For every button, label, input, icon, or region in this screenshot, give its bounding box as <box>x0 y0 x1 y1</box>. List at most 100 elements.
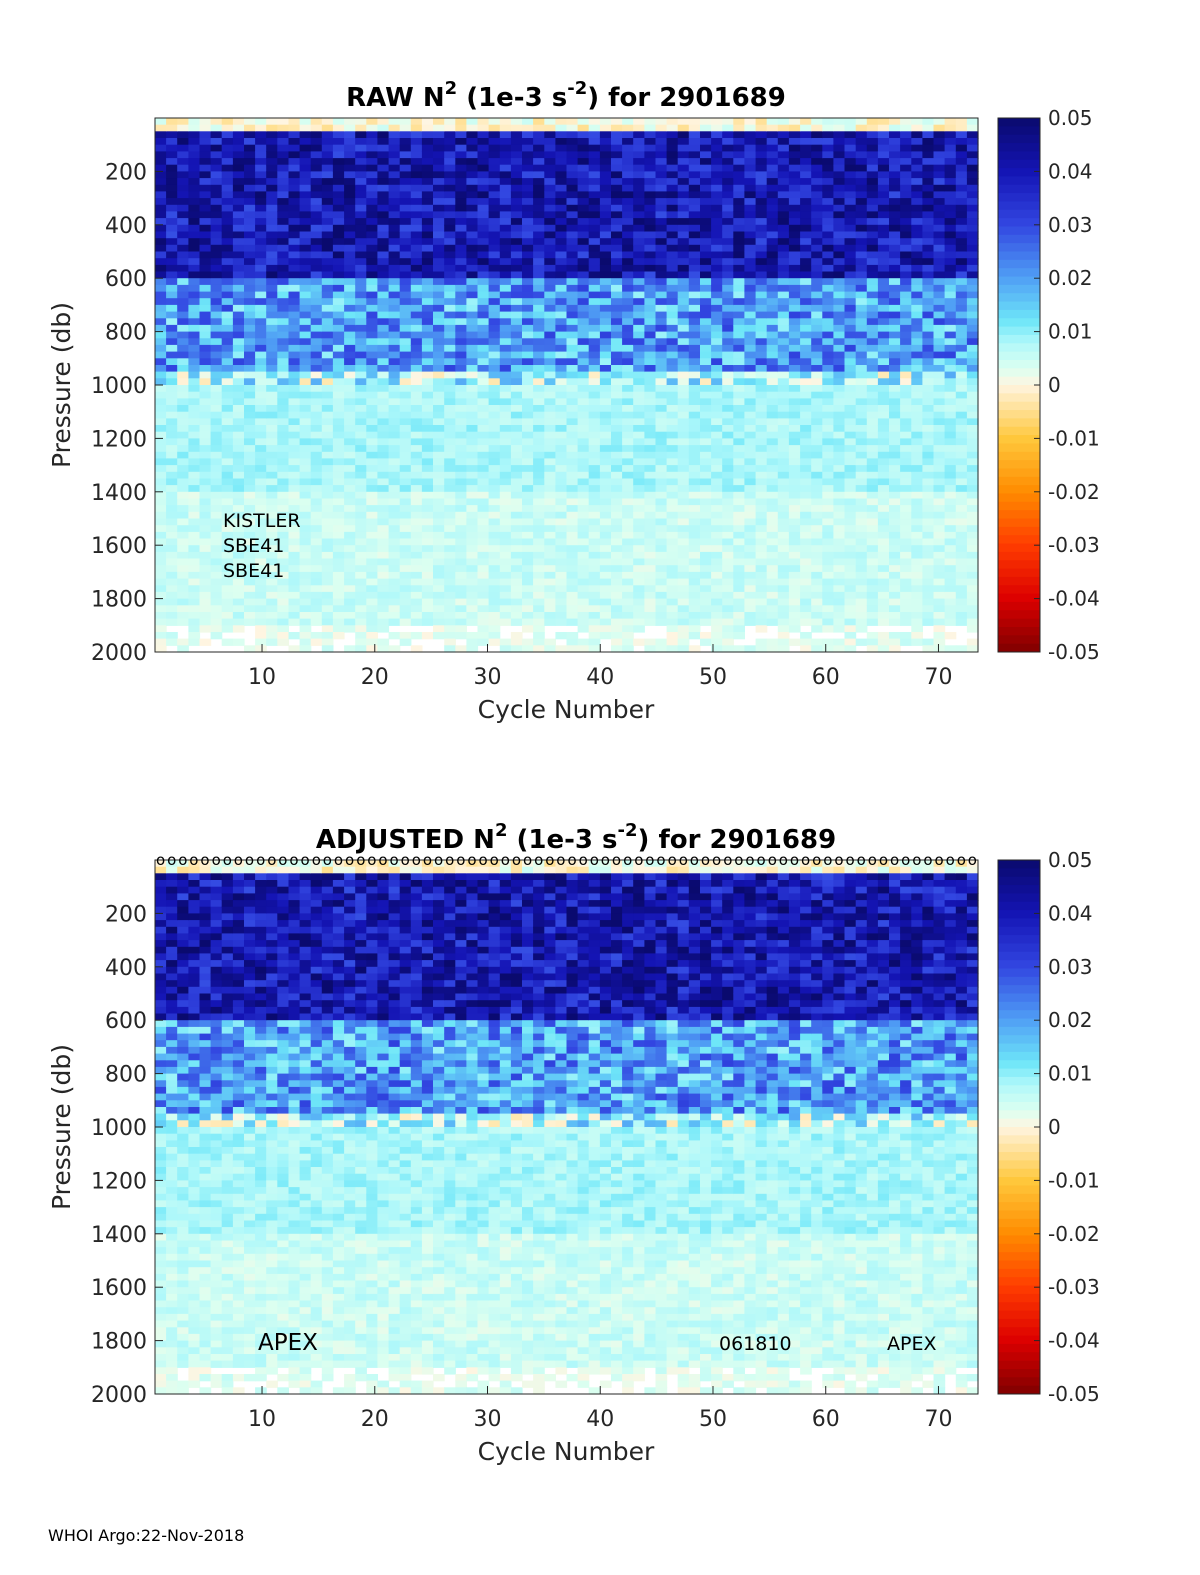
heatmap-cell <box>166 258 178 266</box>
heatmap-cell <box>611 518 623 526</box>
heatmap-cell <box>744 511 757 520</box>
heatmap-cell <box>510 171 523 179</box>
heatmap-cell <box>332 258 345 266</box>
heatmap-cell <box>588 291 601 299</box>
heatmap-cell <box>811 578 823 586</box>
heatmap-cell <box>455 264 467 273</box>
heatmap-cell <box>599 184 612 193</box>
heatmap-cell <box>377 618 390 626</box>
heatmap-cell <box>377 124 390 132</box>
heatmap-cell <box>677 578 690 586</box>
heatmap-cell <box>477 405 490 413</box>
heatmap-cell <box>510 385 523 393</box>
heatmap-cell <box>321 578 334 586</box>
heatmap-cell <box>611 578 623 586</box>
heatmap-cell <box>622 378 634 386</box>
heatmap-cell <box>544 224 556 233</box>
heatmap-cell <box>788 545 801 553</box>
heatmap-cell <box>622 425 634 433</box>
heatmap-cell <box>399 591 412 600</box>
heatmap-cell <box>844 304 857 313</box>
heatmap-cell <box>666 244 679 253</box>
heatmap-cell <box>622 431 634 439</box>
heatmap-cell <box>755 351 768 359</box>
heatmap-cell <box>755 211 768 219</box>
heatmap-cell <box>544 418 556 426</box>
heatmap-cell <box>711 184 723 193</box>
heatmap-cell <box>700 431 712 439</box>
heatmap-cell <box>410 405 423 413</box>
heatmap-cell <box>711 151 723 159</box>
heatmap-cell <box>688 124 701 132</box>
heatmap-cell <box>266 264 278 273</box>
heatmap-cell <box>477 431 490 439</box>
heatmap-cell <box>788 118 801 126</box>
heatmap-cell <box>277 525 289 533</box>
heatmap-cell <box>377 311 390 319</box>
heatmap-cell <box>466 238 479 246</box>
heatmap-cell <box>388 264 401 273</box>
heatmap-cell <box>711 451 723 460</box>
heatmap-cell <box>277 371 289 379</box>
heatmap-cell <box>232 451 245 460</box>
heatmap-cell <box>733 251 745 259</box>
heatmap-cell <box>700 244 712 253</box>
heatmap-cell <box>466 632 479 640</box>
heatmap-cell <box>433 391 445 399</box>
heatmap-cell <box>744 431 757 439</box>
heatmap-cell <box>199 271 212 279</box>
heatmap-cell <box>210 178 223 186</box>
heatmap-cell <box>677 418 690 426</box>
heatmap-cell <box>655 118 668 126</box>
heatmap-cell <box>766 271 779 279</box>
heatmap-cell <box>577 291 590 299</box>
heatmap-cell <box>488 118 501 126</box>
heatmap-cell <box>755 405 768 413</box>
heatmap-cell <box>321 191 334 199</box>
heatmap-cell <box>733 578 745 586</box>
heatmap-cell <box>688 565 701 573</box>
heatmap-cell <box>399 264 412 273</box>
heatmap-cell <box>199 184 212 193</box>
heatmap-cell <box>644 311 657 319</box>
heatmap-cell <box>332 598 345 606</box>
heatmap-cell <box>477 271 490 279</box>
heatmap-cell <box>255 498 267 506</box>
heatmap-cell <box>611 431 623 439</box>
heatmap-cell <box>822 638 834 646</box>
heatmap-cell <box>299 271 312 279</box>
heatmap-cell <box>700 585 712 593</box>
heatmap-cell <box>777 645 790 653</box>
heatmap-cell <box>844 565 857 573</box>
heatmap-cell <box>822 538 834 546</box>
heatmap-cell <box>766 204 779 213</box>
heatmap-cell <box>833 438 846 446</box>
heatmap-cell <box>822 351 834 359</box>
heatmap-cell <box>811 558 823 566</box>
heatmap-cell <box>444 244 456 253</box>
heatmap-cell <box>722 304 734 313</box>
heatmap-cell <box>688 491 701 500</box>
heatmap-cell <box>477 238 490 246</box>
heatmap-cell <box>833 391 846 399</box>
heatmap-cell <box>188 538 201 546</box>
heatmap-cell <box>499 118 512 126</box>
heatmap-cell <box>299 445 312 453</box>
heatmap-cell <box>232 211 245 219</box>
heatmap-cell <box>488 258 501 266</box>
heatmap-cell <box>433 324 445 333</box>
heatmap-cell <box>788 231 801 239</box>
heatmap-cell <box>510 445 523 453</box>
heatmap-cell <box>744 224 757 233</box>
heatmap-cell <box>700 258 712 266</box>
heatmap-cell <box>299 158 312 166</box>
heatmap-cell <box>266 578 278 586</box>
heatmap-cell <box>466 585 479 593</box>
heatmap-cell <box>688 218 701 226</box>
heatmap-cell <box>255 251 267 259</box>
heatmap-cell <box>177 391 189 399</box>
heatmap-cell <box>332 378 345 386</box>
heatmap-cell <box>421 538 434 546</box>
heatmap-cell <box>255 612 267 620</box>
heatmap-cell <box>399 391 412 399</box>
